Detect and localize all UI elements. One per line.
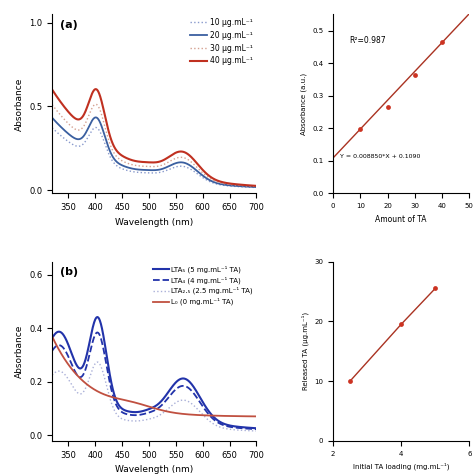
X-axis label: Wavelength (nm): Wavelength (nm) — [115, 218, 193, 227]
Y-axis label: Absorbance: Absorbance — [15, 77, 24, 130]
Text: (b): (b) — [60, 267, 78, 277]
Text: Y = 0.008850*X + 0.1090: Y = 0.008850*X + 0.1090 — [340, 154, 420, 159]
X-axis label: Wavelength (nm): Wavelength (nm) — [115, 465, 193, 474]
Text: (a): (a) — [60, 19, 78, 29]
Legend: LTA₅ (5 mg.mL⁻¹ TA), LTA₄ (4 mg.mL⁻¹ TA), LTA₂.₅ (2.5 mg.mL⁻¹ TA), L₀ (0 mg.mL⁻¹: LTA₅ (5 mg.mL⁻¹ TA), LTA₄ (4 mg.mL⁻¹ TA)… — [153, 265, 253, 305]
Point — [397, 320, 405, 328]
Legend: 10 μg.mL⁻¹, 20 μg.mL⁻¹, 30 μg.mL⁻¹, 40 μg.mL⁻¹: 10 μg.mL⁻¹, 20 μg.mL⁻¹, 30 μg.mL⁻¹, 40 μ… — [190, 18, 253, 65]
Point — [346, 377, 354, 385]
Point — [411, 71, 419, 78]
X-axis label: Amount of TA: Amount of TA — [375, 215, 427, 224]
Point — [384, 103, 392, 111]
X-axis label: Initial TA loading (mg.mL⁻¹): Initial TA loading (mg.mL⁻¹) — [353, 462, 449, 470]
Y-axis label: Absorbance (a.u.): Absorbance (a.u.) — [300, 73, 307, 135]
Y-axis label: Absorbance: Absorbance — [15, 325, 24, 378]
Point — [438, 38, 446, 46]
Point — [431, 285, 439, 292]
Y-axis label: Released TA (μg.mL⁻¹): Released TA (μg.mL⁻¹) — [301, 312, 309, 390]
Point — [356, 126, 364, 133]
Text: R²=0.987: R²=0.987 — [349, 36, 386, 45]
